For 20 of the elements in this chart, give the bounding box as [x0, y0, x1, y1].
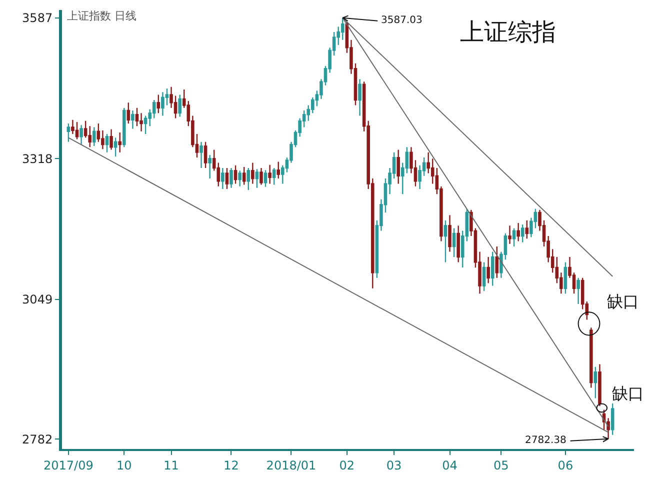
x-tick-label: 11: [164, 458, 179, 472]
annotation: 缺口: [607, 292, 639, 311]
chart-title: 上证指数 日线: [66, 10, 136, 23]
y-tick-label: 3318: [22, 152, 53, 166]
annotation: 2782.38: [525, 435, 566, 446]
y-tick-label: 2782: [22, 432, 53, 446]
x-tick-label: 04: [442, 458, 458, 472]
y-tick-label: 3049: [22, 292, 53, 307]
annotation: 上证综指: [460, 18, 556, 46]
annotation: 3587.03: [381, 15, 422, 26]
annotation: 缺口: [612, 384, 644, 403]
x-tick-label: 05: [494, 458, 509, 472]
x-tick-label: 12: [224, 458, 239, 472]
y-tick-label: 3587: [22, 11, 53, 26]
x-tick-label: 03: [386, 458, 402, 472]
x-tick-label: 02: [339, 458, 355, 472]
x-tick-label: 2018/01: [266, 458, 316, 472]
x-tick-label: 06: [558, 458, 574, 472]
x-tick-label: 2017/09: [44, 458, 94, 472]
x-tick-label: 10: [116, 458, 132, 472]
